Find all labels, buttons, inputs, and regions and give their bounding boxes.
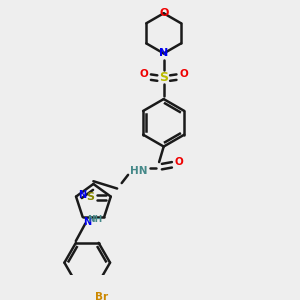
Text: O: O [139, 69, 148, 80]
Text: NH: NH [87, 215, 103, 224]
Text: N: N [78, 190, 86, 200]
Text: S: S [87, 192, 95, 202]
Text: N: N [159, 48, 168, 59]
Text: O: O [175, 157, 184, 167]
Text: S: S [159, 71, 168, 84]
Text: Br: Br [95, 292, 108, 300]
Text: O: O [179, 69, 188, 80]
Text: O: O [159, 8, 168, 18]
Text: HN: HN [130, 166, 148, 176]
Text: N: N [83, 217, 91, 226]
